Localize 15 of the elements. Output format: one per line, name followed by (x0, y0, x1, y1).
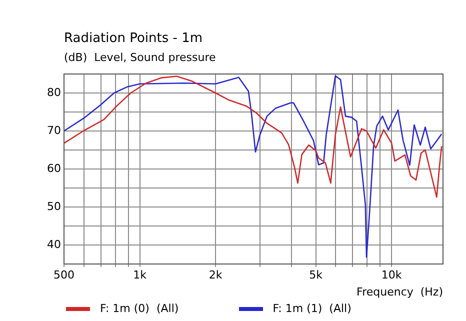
x-tick-label: 1k (133, 268, 148, 282)
chart-title: Radiation Points - 1m (64, 31, 203, 46)
x-tick-label: 500 (54, 268, 74, 282)
x-tick-label: 5k (309, 268, 324, 282)
y-tick-label: 70 (47, 124, 61, 137)
y-tick-label: 40 (47, 238, 61, 251)
x-tick-label: 2k (208, 268, 223, 282)
chart-subtitle: (dB) Level, Sound pressure (64, 51, 216, 64)
legend-label: F: 1m (1) (All) (272, 302, 352, 315)
y-tick-label: 60 (47, 162, 61, 175)
x-tick-label: 10k (381, 268, 402, 282)
y-tick-label: 50 (47, 200, 61, 213)
legend-label: F: 1m (0) (All) (100, 302, 179, 315)
x-axis-title: Frequency (Hz) (356, 285, 443, 298)
y-tick-label: 80 (47, 86, 61, 99)
